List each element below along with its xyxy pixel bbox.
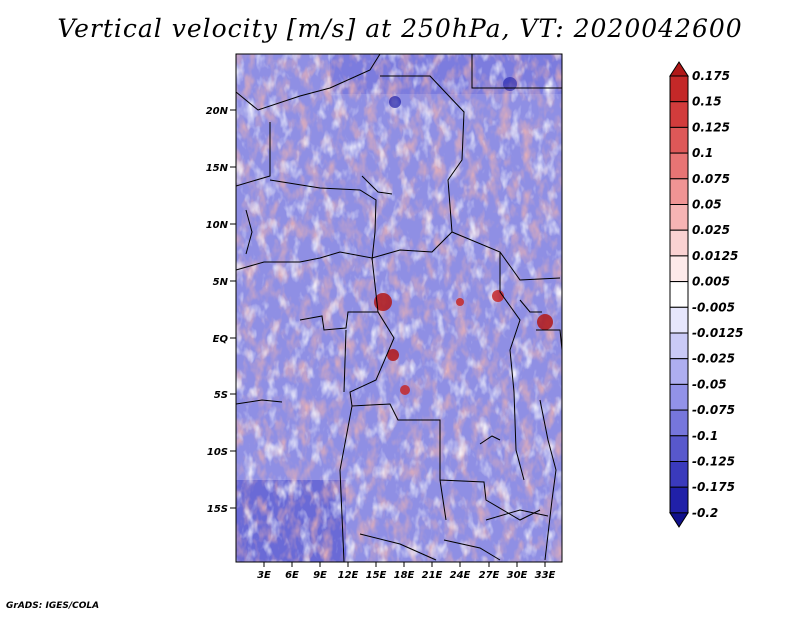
- lat-label: 15S: [207, 504, 228, 515]
- lat-label: 10N: [206, 220, 229, 231]
- chart-title: Vertical velocity [m/s] at 250hPa, VT: 2…: [57, 14, 743, 43]
- colorbar-swatch: [669, 126, 689, 154]
- colorbar-label: -0.025: [692, 352, 735, 366]
- colorbar-label: -0.1: [692, 429, 718, 443]
- colorbar-swatch: [669, 101, 689, 128]
- colorbar-top-arrow: [669, 61, 689, 77]
- colorbar-label: -0.05: [692, 377, 727, 391]
- colorbar-swatch: [669, 358, 689, 385]
- strong-updraft-cell: [456, 298, 464, 306]
- colorbar: 0.175 0.15 0.125 0.1 0.075 0.05 0.025 0.0125 0.0…: [669, 61, 743, 528]
- colorbar-swatch: [669, 178, 689, 206]
- colorbar-swatch: [669, 281, 689, 308]
- longitude-axis: 3E 6E 9E 12E 15E 18E 21E 24E 27E 30E 33E: [257, 562, 556, 581]
- lon-label: 21E: [422, 570, 443, 581]
- colorbar-swatch: [669, 306, 689, 334]
- map-panel: [235, 53, 563, 563]
- colorbar-swatch: [669, 383, 689, 411]
- lon-label: 3E: [257, 570, 271, 581]
- colorbar-label: 0.175: [692, 69, 730, 83]
- colorbar-swatch: [669, 435, 689, 462]
- map-frame: [235, 53, 563, 563]
- colorbar-label: -0.075: [692, 403, 735, 417]
- colorbar-label: 0.0125: [692, 249, 738, 263]
- colorbar-label: -0.125: [692, 455, 735, 469]
- lon-label: 27E: [479, 570, 500, 581]
- strong-downdraft-cell: [389, 96, 401, 108]
- lat-label: 15N: [206, 163, 229, 174]
- colorbar-label: 0.075: [692, 172, 730, 186]
- colorbar-swatch: [669, 332, 689, 360]
- grads-credit: GrADS: IGES/COLA: [6, 601, 100, 611]
- colorbar-swatch: [669, 486, 689, 514]
- strong-updraft-cell: [537, 314, 553, 330]
- strong-updraft-cell: [492, 290, 504, 302]
- colorbar-label: 0.125: [692, 120, 730, 134]
- colorbar-bottom-arrow: [669, 512, 689, 528]
- lat-label: 20N: [206, 106, 229, 117]
- strong-downdraft-cell: [503, 77, 517, 91]
- lon-label: 15E: [366, 570, 387, 581]
- strong-updraft-cell: [387, 349, 399, 361]
- lon-label: 30E: [507, 570, 528, 581]
- latitude-axis: 20N 15N 10N 5N EQ 5S 10S 15S: [206, 106, 236, 515]
- lat-label: 5S: [214, 390, 228, 401]
- colorbar-label: 0.15: [692, 95, 722, 109]
- strong-updraft-cell: [400, 385, 410, 395]
- velocity-field-noise: [236, 54, 562, 562]
- lat-label: 10S: [207, 447, 228, 458]
- lon-label: 18E: [394, 570, 415, 581]
- colorbar-label: -0.005: [692, 300, 735, 314]
- colorbar-swatch: [669, 255, 689, 283]
- colorbar-swatch: [669, 152, 689, 180]
- lon-label: 12E: [338, 570, 359, 581]
- colorbar-swatch: [669, 409, 689, 437]
- colorbar-label: -0.0125: [692, 326, 743, 340]
- lon-label: 9E: [313, 570, 327, 581]
- colorbar-swatch: [669, 75, 689, 103]
- lon-label: 33E: [535, 570, 556, 581]
- colorbar-label: 0.1: [692, 146, 713, 160]
- colorbar-label: 0.025: [692, 223, 730, 237]
- lon-label: 6E: [285, 570, 299, 581]
- lon-label: 24E: [450, 570, 471, 581]
- colorbar-label: -0.175: [692, 480, 735, 494]
- country-borders: [236, 54, 562, 562]
- strong-updraft-cell: [374, 293, 392, 311]
- lat-label: EQ: [213, 334, 229, 345]
- lat-label: 5N: [213, 277, 229, 288]
- colorbar-label: -0.2: [692, 506, 718, 520]
- colorbar-label: 0.05: [692, 198, 722, 212]
- colorbar-swatch: [669, 204, 689, 231]
- colorbar-label: 0.005: [692, 275, 730, 289]
- colorbar-swatch: [669, 461, 689, 488]
- colorbar-swatch: [669, 229, 689, 257]
